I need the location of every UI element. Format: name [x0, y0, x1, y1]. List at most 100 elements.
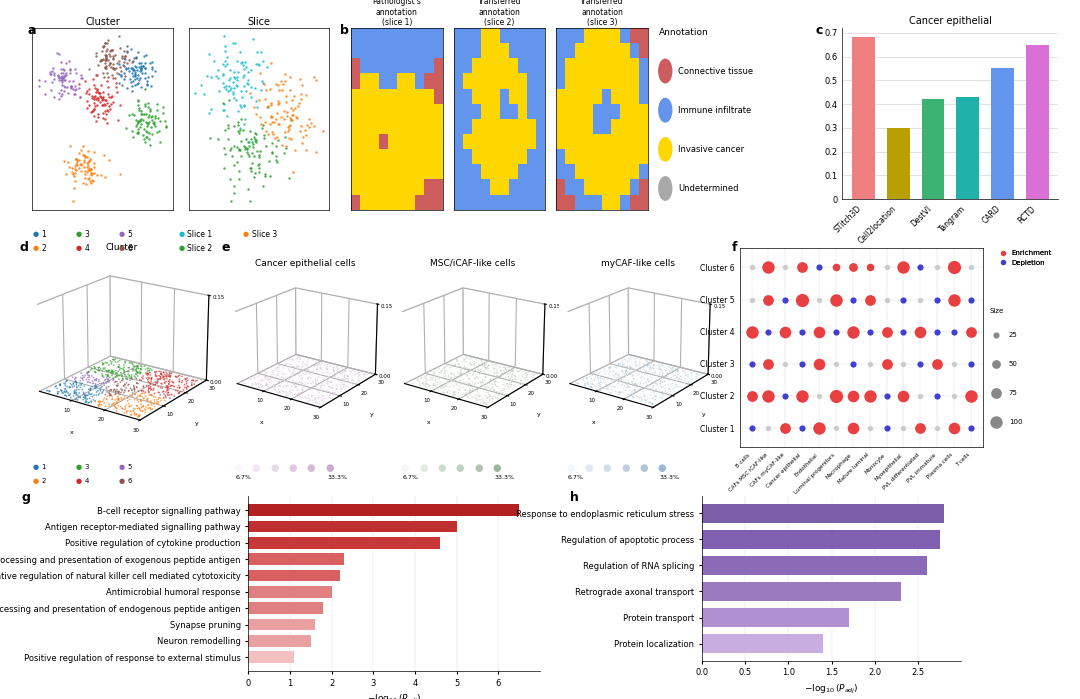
Point [234, 124, 252, 135]
Point [89, 87, 106, 98]
Point [103, 44, 120, 55]
Point [266, 133, 283, 144]
Text: ●: ● [119, 231, 125, 237]
Point [251, 152, 268, 163]
Point [216, 55, 233, 66]
Y-axis label: y: y [369, 412, 373, 417]
Point [861, 358, 878, 369]
Point [215, 69, 232, 80]
Point [743, 262, 760, 273]
Point [282, 134, 299, 145]
Bar [397, 43, 406, 58]
Bar [454, 58, 462, 73]
Bar [611, 103, 620, 119]
Point [794, 262, 811, 273]
Point [80, 164, 97, 175]
Point [929, 358, 946, 369]
Point [63, 80, 80, 92]
Point [141, 57, 159, 69]
Point [945, 262, 962, 273]
Point [929, 294, 946, 305]
Bar [369, 103, 379, 119]
Point [1072, 0, 1080, 10]
Bar [556, 180, 566, 194]
Point [70, 163, 87, 174]
Bar [518, 180, 527, 194]
Point [242, 82, 259, 93]
Point [129, 127, 146, 138]
Point [810, 326, 827, 338]
Bar [415, 194, 424, 210]
Point [245, 138, 262, 150]
Bar [583, 194, 593, 210]
Point [49, 71, 66, 82]
Point [255, 180, 272, 192]
Point [230, 173, 247, 185]
Point [82, 168, 99, 179]
Point [275, 69, 293, 80]
Text: a: a [27, 24, 36, 38]
Bar [499, 119, 509, 134]
Point [124, 67, 141, 78]
Point [68, 158, 85, 169]
Bar [620, 43, 630, 58]
Point [238, 86, 255, 97]
Point [248, 146, 266, 157]
Point [265, 129, 282, 140]
Point [278, 140, 295, 152]
Point [78, 96, 95, 107]
Text: ●: ● [325, 463, 334, 473]
Point [81, 164, 98, 175]
Point [281, 132, 298, 143]
Bar [537, 194, 545, 210]
Bar [611, 134, 620, 149]
Point [267, 113, 284, 124]
Bar [499, 103, 509, 119]
Point [238, 134, 255, 145]
Point [59, 56, 77, 67]
Point [285, 104, 302, 115]
Point [202, 133, 219, 144]
Bar [518, 73, 527, 89]
Point [75, 150, 92, 161]
Point [262, 110, 280, 122]
Bar [518, 164, 527, 180]
Point [214, 97, 231, 108]
Point [861, 326, 878, 338]
Point [280, 121, 297, 132]
Point [268, 156, 285, 167]
Bar [406, 149, 415, 164]
Bar [406, 58, 415, 73]
Point [55, 74, 72, 85]
Point [68, 165, 85, 176]
Point [77, 150, 94, 161]
Point [72, 158, 90, 169]
Point [237, 114, 254, 125]
Point [89, 69, 106, 80]
Text: 25: 25 [1009, 332, 1017, 338]
Point [235, 119, 253, 130]
Bar [620, 164, 630, 180]
Point [72, 70, 90, 81]
Bar [593, 58, 603, 73]
Title: Pathologist's
annotation
(slice 1): Pathologist's annotation (slice 1) [373, 0, 421, 27]
Bar [397, 119, 406, 134]
Bar [472, 103, 482, 119]
Bar [593, 134, 603, 149]
Point [131, 73, 148, 84]
Point [76, 150, 93, 161]
Point [138, 132, 156, 143]
Point [90, 112, 107, 123]
Point [132, 115, 149, 127]
Point [135, 108, 152, 120]
Point [151, 136, 168, 147]
Point [243, 147, 260, 159]
Point [96, 41, 113, 52]
Point [929, 390, 946, 401]
Point [254, 77, 271, 88]
Bar [509, 194, 517, 210]
Bar [415, 28, 424, 43]
Point [110, 55, 127, 66]
Point [264, 117, 281, 128]
Bar [603, 149, 611, 164]
